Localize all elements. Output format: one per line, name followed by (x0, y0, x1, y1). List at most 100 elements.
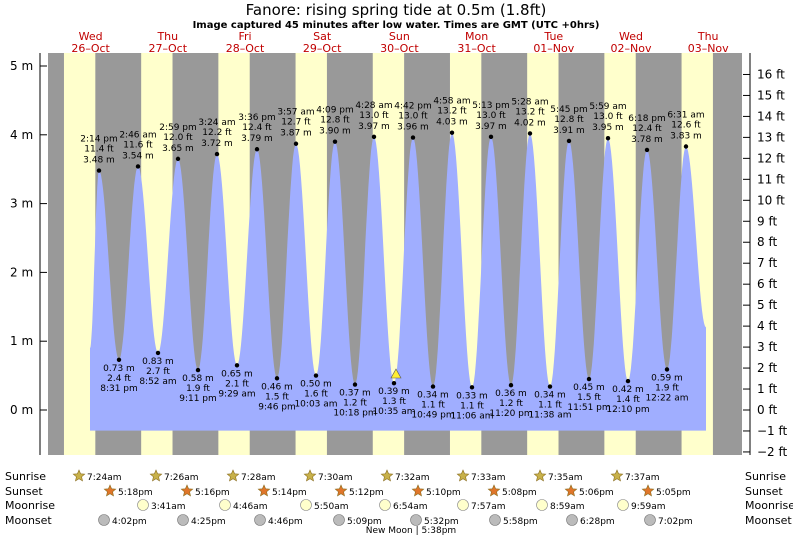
moonset-time: 4:46pm (268, 517, 303, 527)
high-tide-metres: 3.65 m (162, 144, 194, 154)
high-tide-feet: 12.8 ft (554, 115, 584, 125)
high-tide-point (175, 156, 181, 162)
sunset-icon (487, 484, 501, 497)
high-tide-metres: 3.87 m (280, 129, 312, 139)
right-tick-label: 4 ft (757, 319, 777, 333)
high-tide-feet: 13.0 ft (398, 112, 428, 122)
low-tide-point (352, 382, 358, 387)
high-tide-point (605, 136, 611, 141)
low-tide-feet: 1.1 ft (421, 401, 445, 411)
low-tide-point (469, 385, 475, 390)
sunset-time: 5:16pm (195, 488, 230, 498)
low-tide-feet: 1.9 ft (186, 384, 210, 394)
moonrise-icon (617, 499, 629, 511)
moonset-time: 7:02pm (658, 517, 693, 527)
day-name: Sat (313, 30, 332, 43)
high-tide-point (332, 139, 338, 144)
moonrise-icon (457, 499, 469, 511)
left-tick-label: 3 m (10, 197, 33, 211)
sunrise-time: 7:28am (241, 473, 276, 483)
high-tide-metres: 3.90 m (319, 127, 351, 137)
sunrise-icon (610, 469, 624, 482)
sunset-icon (564, 484, 578, 497)
low-tide-time: 11:20 pm (489, 409, 532, 419)
low-tide-metres: 0.50 m (300, 380, 332, 390)
high-tide-feet: 12.7 ft (281, 118, 311, 128)
high-tide-metres: 3.48 m (83, 156, 115, 166)
high-tide-point (410, 135, 416, 140)
low-tide-metres: 0.58 m (182, 374, 214, 384)
low-tide-feet: 2.1 ft (225, 379, 249, 389)
low-tide-time: 9:46 pm (258, 402, 296, 412)
left-tick-label: 2 m (10, 265, 33, 279)
moonrise-row-label-left: Moonrise (5, 499, 55, 512)
moonset-time: 4:02pm (112, 517, 147, 527)
low-tide-time: 9:11 pm (179, 394, 217, 404)
low-tide-time: 11:51 pm (567, 403, 610, 413)
moonset-icon (410, 514, 422, 526)
chart-title: Fanore: rising spring tide at 0.5m (1.8f… (246, 1, 547, 19)
day-date: 01–Nov (533, 42, 574, 55)
moonrise-row-label-right: Moonrise (745, 499, 793, 512)
sunset-time: 5:06pm (579, 488, 614, 498)
chart-subtitle: Image captured 45 minutes after low wate… (193, 20, 600, 31)
low-tide-feet: 2.7 ft (146, 367, 170, 377)
high-tide-feet: 13.2 ft (437, 107, 467, 117)
high-tide-point (371, 134, 377, 140)
right-tick-label: 1 ft (757, 382, 777, 396)
day-name: Thu (156, 30, 178, 43)
low-tide-point (664, 367, 670, 372)
low-tide-feet: 1.1 ft (538, 401, 562, 411)
high-tide-metres: 3.91 m (553, 126, 585, 136)
low-tide-time: 8:52 am (139, 377, 176, 387)
sunset-time: 5:18pm (118, 488, 153, 498)
axes: 0 m 1 m 2 m 3 m 4 m 5 m −2 ft −1 ft 0 ft 1 ft 2 ft… (10, 53, 788, 459)
sunrise-time: 7:37am (625, 473, 660, 483)
right-tick-label: 12 ft (757, 151, 785, 165)
sunset-row-label-right: Sunset (745, 485, 783, 498)
high-tide-time: 2:59 pm (159, 123, 197, 133)
high-tide-time: 3:24 am (198, 118, 235, 128)
low-tide-time: 12:22 am (645, 393, 688, 403)
high-tide-metres: 3.95 m (592, 123, 624, 133)
high-tide-time: 4:58 am (433, 97, 470, 107)
moonset-time: 5:32pm (424, 517, 459, 527)
day-date: 29–Oct (303, 42, 342, 55)
moonset-row-label-right: Moonset (745, 514, 792, 527)
right-tick-label: 10 ft (757, 193, 785, 207)
moonset-icon (566, 514, 578, 526)
high-tide-point (488, 134, 494, 140)
moonrise-icon (379, 499, 391, 511)
right-tick-label: 3 ft (757, 340, 777, 354)
moonrise-time: 3:41am (151, 502, 186, 512)
right-tick-label: −2 ft (757, 445, 788, 459)
low-tide-point (391, 380, 397, 386)
high-tide-feet: 12.6 ft (671, 120, 701, 130)
low-tide-feet: 1.6 ft (304, 390, 328, 400)
high-tide-point (293, 141, 299, 146)
low-tide-time: 10:49 pm (411, 411, 454, 421)
high-tide-point (449, 130, 455, 135)
high-tide-time: 2:14 pm (80, 135, 118, 145)
high-tide-time: 5:59 am (589, 102, 626, 112)
day-name: Sun (389, 30, 410, 43)
right-tick-label: 9 ft (757, 214, 777, 228)
low-tide-metres: 0.33 m (456, 391, 488, 401)
sunrise-time: 7:32am (395, 473, 430, 483)
left-tick-label: 0 m (10, 403, 33, 417)
sunrise-icon (72, 469, 86, 482)
right-tick-label: 13 ft (757, 130, 785, 144)
low-tide-time: 10:35 am (372, 407, 415, 417)
day-name: Thu (697, 30, 719, 43)
high-tide-metres: 3.54 m (122, 151, 154, 161)
day-date: 26–Oct (71, 42, 110, 55)
sunrise-row-label-left: Sunrise (5, 470, 46, 483)
low-tide-metres: 0.59 m (651, 373, 683, 383)
day-name: Tue (543, 30, 563, 43)
high-tide-point (96, 168, 102, 173)
low-tide-time: 8:31 pm (100, 384, 138, 394)
high-tide-metres: 4.02 m (514, 118, 546, 128)
high-tide-time: 3:57 am (277, 108, 314, 118)
